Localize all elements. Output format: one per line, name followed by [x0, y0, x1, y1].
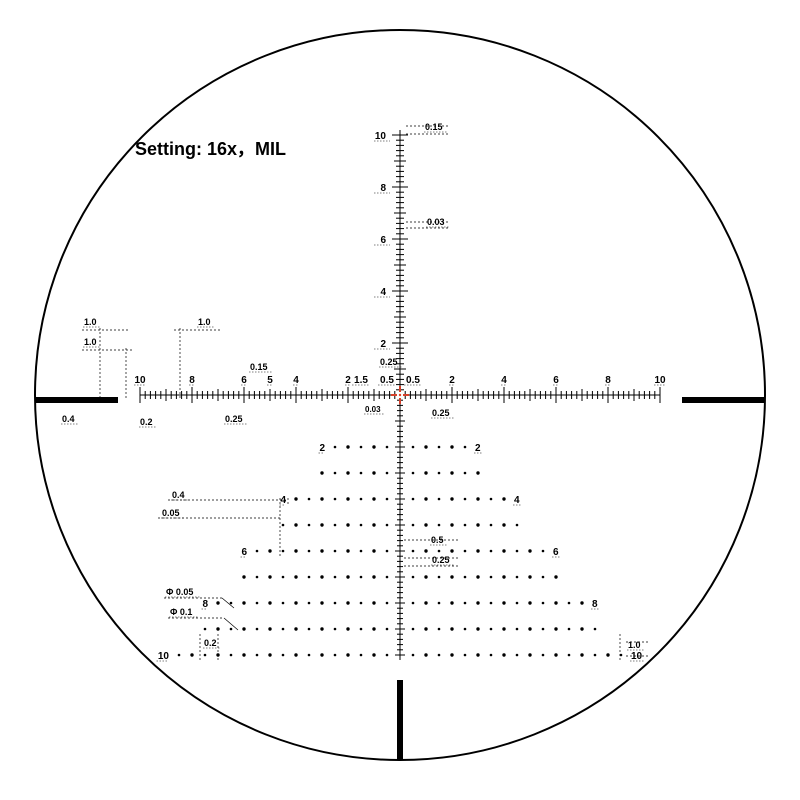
svg-text:0.4: 0.4	[62, 414, 75, 424]
svg-text:4: 4	[380, 287, 386, 298]
svg-text:Φ 0.05: Φ 0.05	[166, 587, 193, 597]
svg-text:1.5: 1.5	[354, 375, 368, 386]
svg-text:0.4: 0.4	[172, 490, 185, 500]
svg-text:0.15: 0.15	[250, 362, 268, 372]
svg-text:10: 10	[134, 375, 146, 386]
svg-text:8: 8	[592, 599, 598, 610]
svg-text:1.0: 1.0	[84, 317, 97, 327]
svg-text:Φ 0.1: Φ 0.1	[170, 607, 192, 617]
svg-text:2: 2	[475, 443, 481, 454]
svg-text:6: 6	[553, 375, 559, 386]
svg-text:2: 2	[380, 339, 386, 350]
svg-text:0.5: 0.5	[406, 375, 420, 386]
svg-text:2: 2	[449, 375, 455, 386]
svg-text:5: 5	[267, 375, 273, 386]
svg-text:10: 10	[654, 375, 666, 386]
svg-text:0.25: 0.25	[432, 555, 450, 565]
svg-text:8: 8	[202, 599, 208, 610]
svg-text:0.5: 0.5	[431, 535, 444, 545]
svg-text:4: 4	[514, 495, 520, 506]
center-mark	[391, 386, 409, 404]
svg-text:0.25: 0.25	[225, 414, 243, 424]
svg-text:4: 4	[280, 495, 286, 506]
svg-text:6: 6	[241, 547, 247, 558]
svg-text:1.0: 1.0	[198, 317, 211, 327]
svg-text:8: 8	[605, 375, 611, 386]
svg-text:10: 10	[375, 131, 387, 142]
svg-text:0.5: 0.5	[380, 375, 394, 386]
svg-text:1.0: 1.0	[628, 640, 641, 650]
dimension-callouts: 0.150.030.150.250.030.250.250.20.41.01.0…	[61, 122, 648, 660]
svg-text:2: 2	[319, 443, 325, 454]
svg-text:8: 8	[189, 375, 195, 386]
svg-text:0.25: 0.25	[432, 408, 450, 418]
svg-text:6: 6	[553, 547, 559, 558]
svg-text:4: 4	[293, 375, 299, 386]
reticle-diagram: Setting: 16x，MIL 24681010864251.50.50.5 …	[0, 0, 800, 800]
svg-text:8: 8	[380, 183, 386, 194]
svg-text:1.0: 1.0	[84, 337, 97, 347]
svg-text:4: 4	[501, 375, 507, 386]
svg-text:6: 6	[380, 235, 386, 246]
svg-text:10: 10	[631, 651, 643, 662]
svg-text:0.2: 0.2	[204, 638, 217, 648]
setting-label: Setting: 16x，MIL	[135, 139, 286, 159]
svg-text:0.05: 0.05	[162, 508, 180, 518]
holdover-tree: 2 2 4 4 6 6 8 8 10 10	[155, 442, 645, 662]
svg-text:0.15: 0.15	[425, 122, 443, 132]
svg-text:0.25: 0.25	[380, 357, 398, 367]
svg-text:6: 6	[241, 375, 247, 386]
svg-text:2: 2	[345, 375, 351, 386]
svg-text:0.03: 0.03	[365, 405, 381, 414]
svg-text:10: 10	[158, 651, 170, 662]
svg-text:0.2: 0.2	[140, 417, 153, 427]
svg-text:0.03: 0.03	[427, 217, 445, 227]
